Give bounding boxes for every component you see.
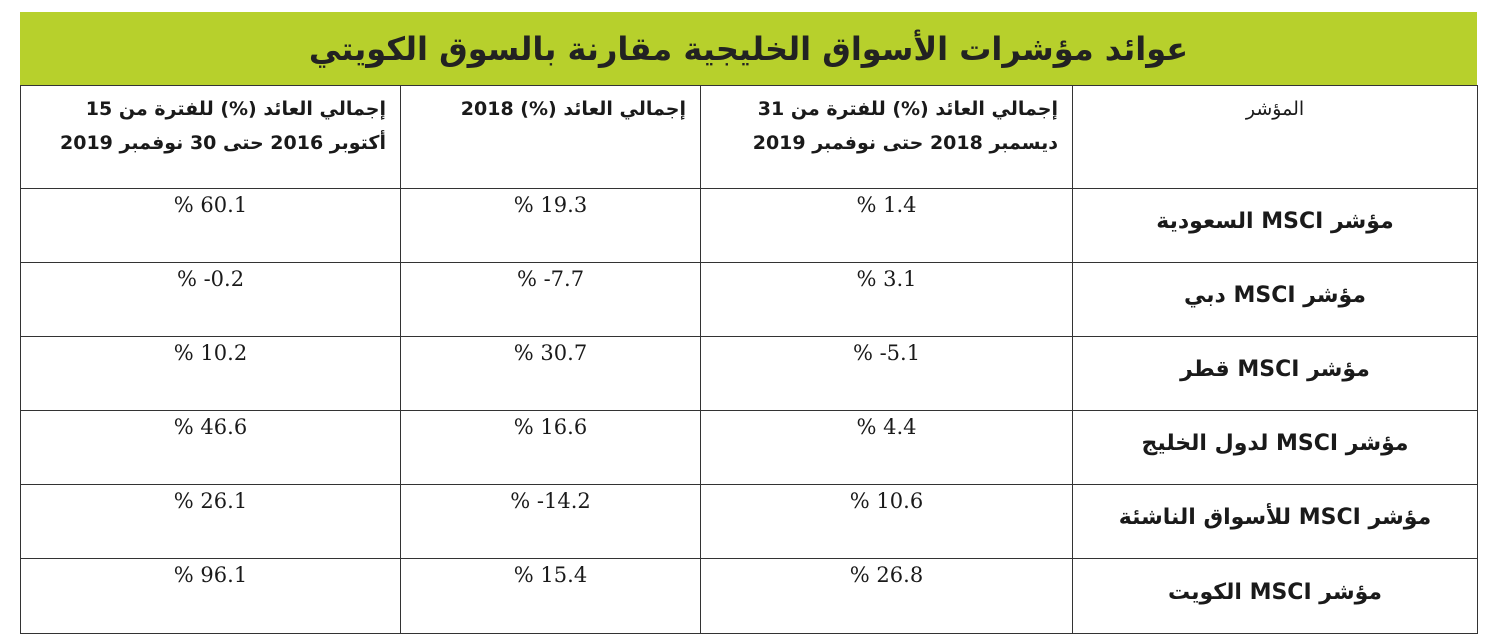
row-label: مؤشر MSCI قطر (1072, 336, 1478, 411)
cell-value: % 3.1 (856, 267, 917, 291)
cell: % 26.8 (700, 558, 1073, 634)
cell-value: % 16.6 (513, 415, 588, 439)
cell-value: % 10.2 (173, 341, 248, 365)
cell: % 15.4 (400, 558, 701, 634)
title-bar: عوائد مؤشرات الأسواق الخليجية مقارنة بال… (20, 12, 1477, 85)
table-row: مؤشر MSCI السعودية % 1.4 % 19.3 % 60.1 (20, 188, 1478, 263)
cell-value: % 46.6 (173, 415, 248, 439)
table-row: مؤشر MSCI الكويت % 26.8 % 15.4 % 96.1 (20, 558, 1478, 634)
table-body: مؤشر MSCI السعودية% 1.4% 19.3% 60.1 مؤشر … (20, 188, 1478, 634)
cell-value: % -0.2 (176, 267, 245, 291)
cell-value: % 19.3 (513, 193, 588, 217)
cell: % 30.7 (400, 336, 701, 411)
cell-value: % 10.6 (849, 489, 924, 513)
cell: % 1.4 (700, 188, 1073, 263)
title: عوائد مؤشرات الأسواق الخليجية مقارنة بال… (308, 29, 1189, 68)
cell-value: % 4.4 (856, 415, 917, 439)
cell: % 26.1 (20, 484, 401, 559)
table-row: مؤشر MSCI دبي % 3.1 % -7.7 % -0.2 (20, 262, 1478, 337)
cell-value: % 26.8 (849, 563, 924, 587)
page: عوائد مؤشرات الأسواق الخليجية مقارنة بال… (20, 12, 1478, 634)
returns-table: المؤشر إجمالي العائد (%) للفترة من 31 ديس… (20, 85, 1478, 634)
cell-value: % 1.4 (856, 193, 917, 217)
cell: % -14.2 (400, 484, 701, 559)
row-label: مؤشر MSCI للأسواق الناشئة (1072, 484, 1478, 559)
column-header: إجمالي العائد (%) 2018 (400, 85, 701, 189)
cell-value: % -5.1 (852, 341, 921, 365)
row-label: مؤشر MSCI الكويت (1072, 558, 1478, 634)
cell-value: % 15.4 (513, 563, 588, 587)
cell-value: % 60.1 (173, 193, 248, 217)
cell-value: % -7.7 (516, 267, 585, 291)
cell: % 96.1 (20, 558, 401, 634)
cell: % 60.1 (20, 188, 401, 263)
cell: % 46.6 (20, 410, 401, 485)
cell-value: % 30.7 (513, 341, 588, 365)
table-row: مؤشر MSCI قطر % -5.1 % 30.7 % 10.2 (20, 336, 1478, 411)
row-label: مؤشر MSCI السعودية (1072, 188, 1478, 263)
cell: % 19.3 (400, 188, 701, 263)
cell: % 4.4 (700, 410, 1073, 485)
cell: % 10.2 (20, 336, 401, 411)
column-header: إجمالي العائد (%) للفترة من 15 أكتوبر 20… (20, 85, 401, 189)
table-row: مؤشر MSCI للأسواق الناشئة % 10.6 % -14.2 % … (20, 484, 1478, 559)
row-label: مؤشر MSCI دبي (1072, 262, 1478, 337)
cell-value: % 96.1 (173, 563, 248, 587)
cell: % 16.6 (400, 410, 701, 485)
cell: % -0.2 (20, 262, 401, 337)
cell: % 3.1 (700, 262, 1073, 337)
column-header: المؤشر (1072, 85, 1478, 189)
column-header: إجمالي العائد (%) للفترة من 31 ديسمبر 20… (700, 85, 1073, 189)
cell-value: % 26.1 (173, 489, 248, 513)
header-row: المؤشر إجمالي العائد (%) للفترة من 31 ديس… (20, 85, 1478, 189)
cell: % -5.1 (700, 336, 1073, 411)
cell: % 10.6 (700, 484, 1073, 559)
cell: % -7.7 (400, 262, 701, 337)
row-label: مؤشر MSCI لدول الخليج (1072, 410, 1478, 485)
table-row: مؤشر MSCI لدول الخليج % 4.4 % 16.6 % 46.6 (20, 410, 1478, 485)
cell-value: % -14.2 (510, 489, 591, 513)
